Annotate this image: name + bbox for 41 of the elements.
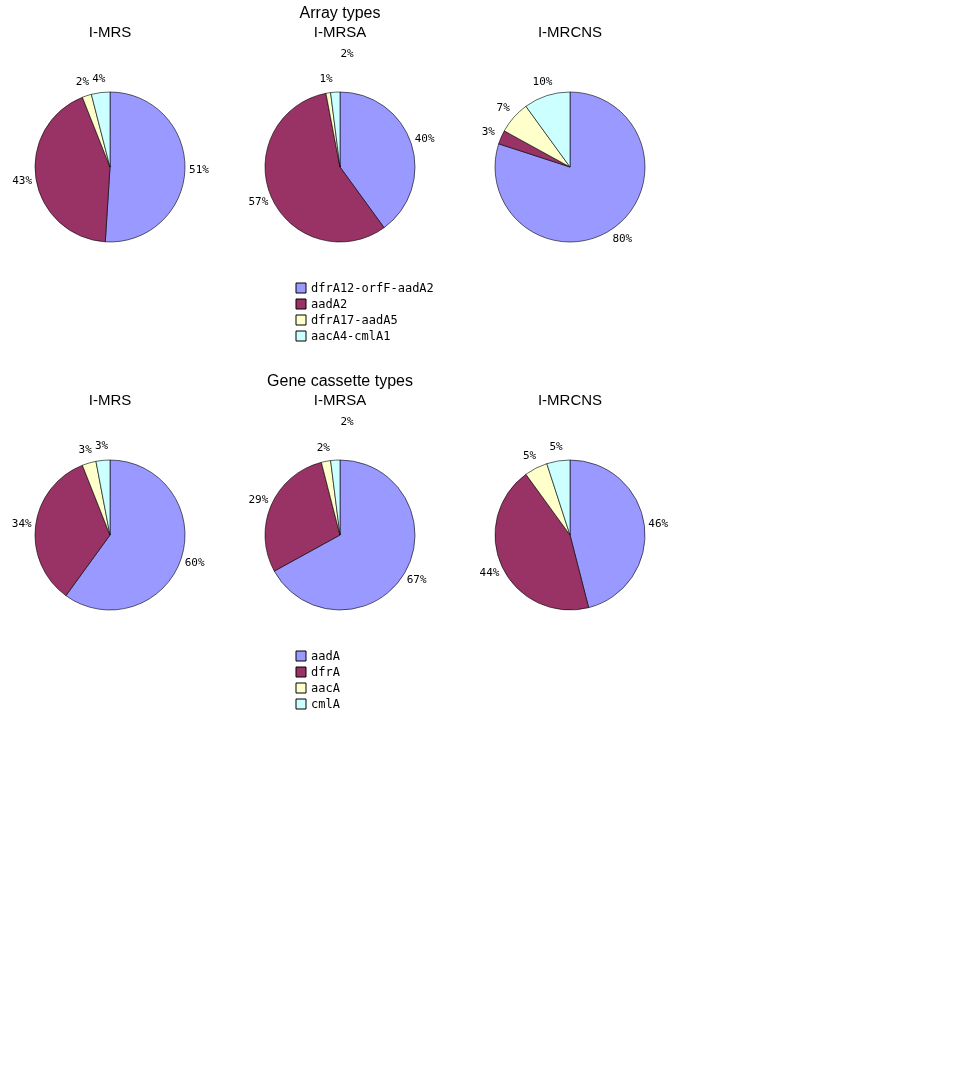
data-label: 3%	[78, 442, 93, 456]
legend-label: dfrA	[311, 665, 341, 679]
data-label: 4%	[92, 71, 106, 85]
chart-title: I-MRS	[88, 391, 132, 408]
chart-title: I-MRCNS	[537, 391, 603, 408]
data-label: 40%	[414, 132, 435, 146]
legend-label: aadA	[311, 649, 341, 663]
data-label: 44%	[479, 565, 500, 579]
legend-label: dfrA17-aadA5	[311, 313, 398, 327]
data-label: 5%	[522, 448, 537, 462]
legend-label: cmlA	[311, 697, 341, 711]
data-label: 43%	[12, 173, 33, 187]
text: Array types	[299, 4, 381, 21]
data-label: 60%	[184, 555, 205, 569]
chart-title: I-MRCNS	[537, 23, 603, 40]
legend-label: aacA4-cmlA1	[311, 329, 391, 343]
data-label: 5%	[549, 440, 564, 454]
data-label: 2%	[340, 47, 355, 61]
data-label: 2%	[340, 415, 355, 429]
pie-slice	[494, 91, 646, 243]
data-label: 34%	[11, 516, 33, 530]
data-label: 29%	[248, 492, 269, 506]
chart-title: I-MRSA	[313, 23, 367, 40]
data-label: 1%	[319, 72, 334, 86]
text: Gene cassette types	[267, 372, 413, 389]
legend-label: aadA2	[311, 297, 348, 311]
data-label: 2%	[316, 440, 331, 454]
data-label: 67%	[406, 573, 427, 587]
data-label: 3%	[481, 124, 496, 138]
chart-title: I-MRS	[88, 23, 132, 40]
data-label: 3%	[95, 439, 109, 453]
data-label: 10%	[532, 75, 553, 89]
data-label: 46%	[648, 516, 669, 530]
data-label: 51%	[189, 162, 210, 176]
data-label: 80%	[612, 232, 633, 245]
legend-label: dfrA12-orfF-aadA2	[311, 281, 434, 295]
chart-title: I-MRSA	[313, 391, 367, 408]
data-label: 2%	[75, 75, 90, 89]
legend-label: aacA	[311, 681, 341, 695]
data-label: 7%	[496, 101, 511, 115]
data-label: 57%	[248, 195, 269, 209]
